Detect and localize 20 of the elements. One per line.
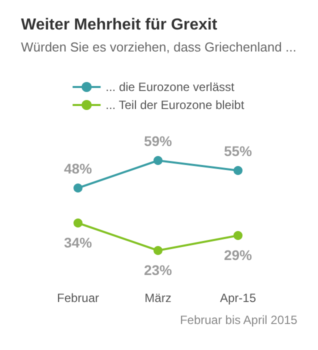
text: Februar bis April 2015 [180,313,298,327]
data-label: 23% [144,262,173,278]
x-tick-label: Februar [56,291,100,305]
data-label: 29% [224,247,253,263]
point [74,218,82,228]
x-tick-label: Apr-15 [220,291,256,305]
point [154,246,162,255]
legend-label: ... Teil der Eurozone bleibt [106,98,245,112]
point [234,166,242,175]
data-label: 55% [224,143,253,159]
data-label: 59% [144,133,173,149]
chart-subtitle: Würden Sie es vorziehen, dass Griechenland ... [21,40,296,54]
data-label: 34% [64,234,93,250]
legend-label: ... die Eurozone verlässt [106,80,236,94]
x-tick-label: März [144,291,172,305]
point [74,184,82,192]
point [234,231,242,240]
point [154,156,162,165]
chart-title: Weiter Mehrheit für Grexit [21,16,218,34]
data-label: 48% [64,160,93,176]
